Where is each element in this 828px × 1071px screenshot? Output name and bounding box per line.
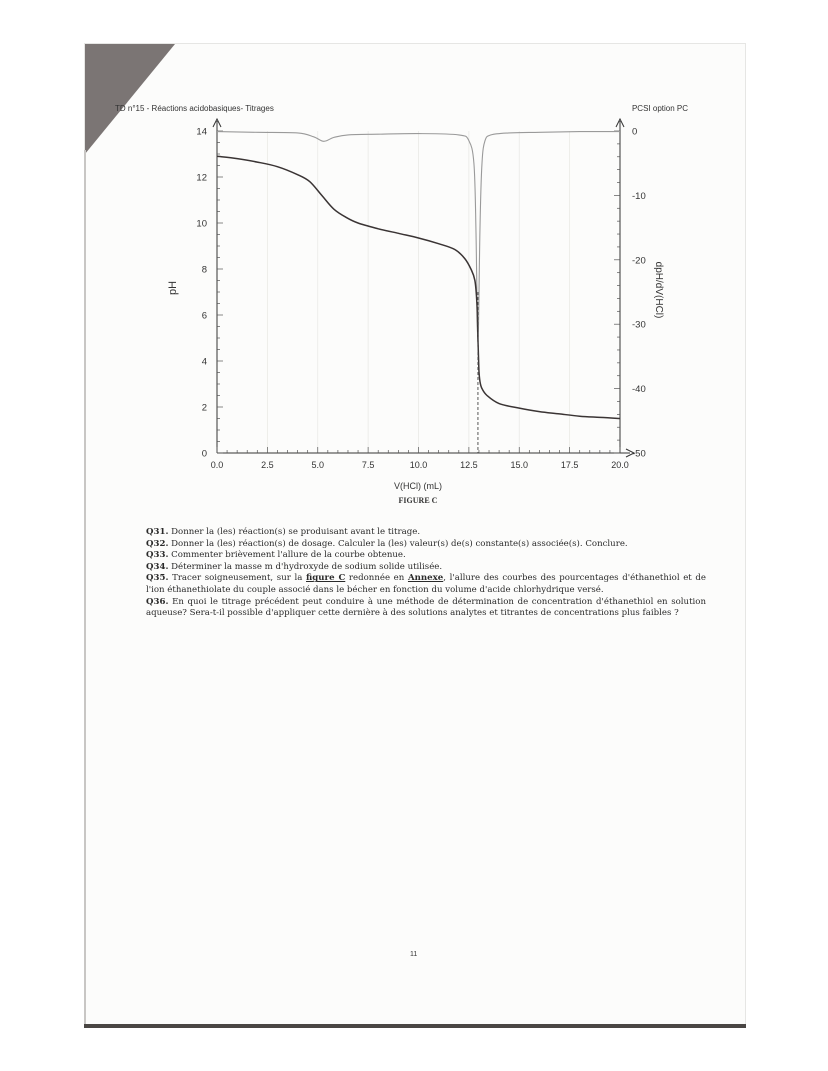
y-tick-label: 6 xyxy=(202,311,207,322)
y2-tick-label: -40 xyxy=(632,384,646,395)
y-tick-label: 14 xyxy=(196,127,207,138)
x-tick-label: 15.0 xyxy=(510,460,528,470)
question-q31: Q31. Donner la (les) réaction(s) se prod… xyxy=(146,527,421,537)
y-tick-label: 2 xyxy=(202,403,207,414)
y2-tick-label: -10 xyxy=(632,191,646,202)
x-tick-label: 7.5 xyxy=(362,460,375,470)
x-axis-arrow xyxy=(625,448,636,458)
y2-tick-label: 0 xyxy=(632,127,637,138)
ph-curve xyxy=(216,155,621,420)
y-axis-arrow xyxy=(212,117,222,128)
y-tick-label: 12 xyxy=(196,173,207,184)
x-tick-label: 0.0 xyxy=(211,460,224,470)
chart-grid xyxy=(216,131,621,453)
y-axis-label: pH xyxy=(167,281,179,295)
question-q35: Q35. Tracer soigneusement, sur la figure… xyxy=(146,573,706,595)
x-tick-label: 2.5 xyxy=(261,460,274,470)
x-tick-label: 12.5 xyxy=(460,460,478,470)
question-q32: Q32. Donner la (les) réaction(s) de dosa… xyxy=(146,538,628,549)
y2-tick-label: -20 xyxy=(632,255,646,266)
questions-list: Q31. Donner la (les) réaction(s) se prod… xyxy=(146,527,706,620)
header-course-title: TD n°15 - Réactions acidobasiques- Titra… xyxy=(115,104,274,113)
page-edge xyxy=(84,150,86,1027)
y-tick-label: 10 xyxy=(196,219,207,230)
question-q36: Q36. En quoi le titrage précédent peut c… xyxy=(146,596,707,619)
page-bottom-edge xyxy=(84,1024,746,1028)
figure-c-reference: figure C xyxy=(306,573,346,584)
chart-axes xyxy=(212,117,636,458)
y-tick-label: 8 xyxy=(202,265,207,276)
chart-ticks: 0.0 2.5 5.0 7.5 10.0 12.5 15.0 17.5 20.0 0 2 4 6 8 10 1… xyxy=(196,127,645,471)
y-tick-label: 0 xyxy=(202,449,207,460)
question-q34: Q34. Déterminer la masse m d'hydroxyde d… xyxy=(146,561,443,572)
figure-caption: FIGURE C xyxy=(399,496,438,505)
header-class-label: PCSI option PC xyxy=(631,104,688,113)
x-tick-label: 17.5 xyxy=(561,460,579,470)
y-tick-label: 4 xyxy=(202,357,207,368)
derivative-curve xyxy=(216,131,621,345)
x-tick-label: 20.0 xyxy=(611,460,629,470)
x-tick-label: 10.0 xyxy=(410,460,428,470)
annexe-reference: Annexe xyxy=(407,573,444,584)
y2-tick-label: -50 xyxy=(632,449,646,460)
document-page xyxy=(85,44,745,1027)
x-axis-label: V(HCl) (mL) xyxy=(394,481,442,491)
page-number: 11 xyxy=(410,951,418,958)
y2-tick-label: -30 xyxy=(632,320,646,331)
y2-axis-arrow xyxy=(615,117,625,128)
x-tick-label: 5.0 xyxy=(311,460,324,470)
question-q33: Q33. Commenter brièvement l'allure de la… xyxy=(146,550,406,561)
y2-axis-label: dpH/dV(HCl) xyxy=(653,262,664,319)
